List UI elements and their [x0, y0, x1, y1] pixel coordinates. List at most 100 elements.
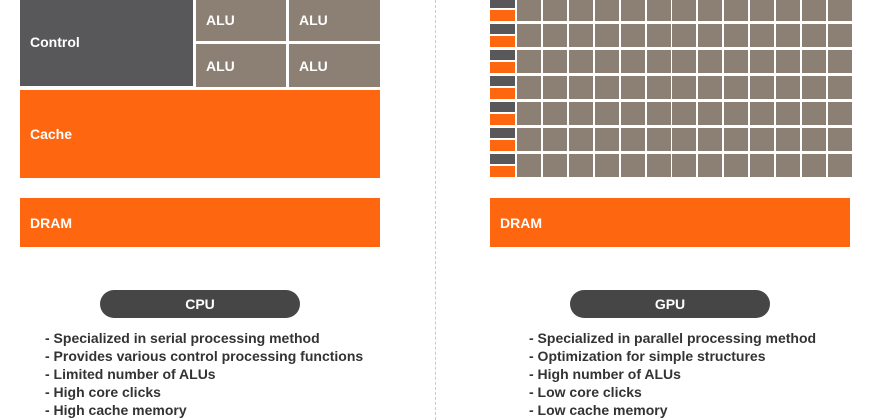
gpu-alu-cell: [620, 102, 645, 125]
gpu-control-unit: [490, 0, 515, 8]
gpu-alu-cell: [672, 102, 697, 125]
gpu-alu-cell: [568, 50, 593, 73]
gpu-alu-cell: [776, 24, 800, 47]
gpu-alu-cell: [827, 50, 852, 73]
cpu-dram-label: DRAM: [30, 214, 72, 231]
gpu-alu-cell: [620, 76, 645, 99]
gpu-alu-cell: [568, 154, 593, 177]
gpu-alu-cell: [698, 76, 723, 99]
gpu-core-grid: [490, 0, 854, 178]
gpu-alu-cell: [594, 0, 619, 21]
gpu-feature-item: - Specialized in parallel processing met…: [529, 330, 817, 346]
gpu-alu-cell: [620, 154, 645, 177]
cpu-alu-label: ALU: [299, 57, 328, 74]
cpu-alu-label: ALU: [206, 57, 235, 74]
gpu-control-unit: [490, 128, 515, 138]
gpu-cache-unit: [490, 140, 515, 151]
gpu-core-row: [490, 0, 854, 22]
cpu-alu-label: ALU: [206, 11, 235, 28]
gpu-alu-cell: [801, 0, 826, 21]
gpu-alu-cell: [620, 128, 645, 151]
gpu-alu-cell: [750, 24, 775, 47]
gpu-alu-cell: [620, 50, 645, 73]
gpu-core-row: [490, 102, 854, 126]
gpu-feature-item: - High number of ALUs: [529, 366, 681, 382]
gpu-alu-cell: [672, 24, 697, 47]
gpu-alu-cell: [698, 102, 723, 125]
gpu-alu-cell: [827, 128, 852, 151]
gpu-alu-cell: [542, 0, 567, 21]
gpu-alu-cell: [801, 102, 826, 125]
cpu-title-pill: CPU: [100, 290, 300, 318]
gpu-alu-cell: [698, 128, 723, 151]
gpu-alu-cell: [750, 76, 775, 99]
gpu-feature-list: - Specialized in parallel processing met…: [529, 329, 816, 419]
cpu-alu-block: ALU: [196, 44, 286, 87]
gpu-alu-cell: [672, 76, 697, 99]
gpu-alu-cell: [542, 50, 567, 73]
gpu-alu-cell: [646, 154, 671, 177]
gpu-alu-cell: [517, 76, 541, 99]
gpu-alu-cell: [672, 0, 697, 21]
gpu-core-row: [490, 24, 854, 48]
gpu-alu-cell: [517, 50, 541, 73]
gpu-cache-unit: [490, 62, 515, 73]
gpu-alu-cell: [698, 154, 723, 177]
gpu-cache-unit: [490, 88, 515, 99]
gpu-alu-cell: [672, 50, 697, 73]
gpu-alu-cell: [750, 102, 775, 125]
gpu-alu-cell: [646, 128, 671, 151]
gpu-alu-cell: [542, 128, 567, 151]
gpu-feature-item: - Low core clicks: [529, 384, 642, 400]
gpu-alu-cell: [776, 0, 800, 21]
cpu-alu-block: ALU: [289, 0, 380, 41]
gpu-cache-unit: [490, 10, 515, 21]
gpu-alu-cell: [542, 24, 567, 47]
cpu-feature-item: - High core clicks: [45, 384, 161, 400]
gpu-alu-cell: [517, 102, 541, 125]
cpu-control-block: Control: [20, 0, 193, 86]
gpu-alu-cell: [646, 76, 671, 99]
gpu-alu-cell: [827, 24, 852, 47]
gpu-alu-cell: [698, 24, 723, 47]
gpu-alu-cell: [568, 102, 593, 125]
gpu-control-unit: [490, 154, 515, 164]
gpu-alu-cell: [776, 128, 800, 151]
gpu-alu-cell: [646, 50, 671, 73]
center-divider: [435, 0, 436, 420]
gpu-control-unit: [490, 50, 515, 60]
cpu-feature-item: - Provides various control processing fu…: [45, 348, 364, 364]
cpu-alu-block: ALU: [196, 0, 286, 41]
cpu-control-label: Control: [30, 34, 80, 50]
gpu-alu-cell: [542, 76, 567, 99]
gpu-alu-cell: [724, 128, 749, 151]
gpu-alu-cell: [568, 0, 593, 21]
gpu-alu-cell: [724, 154, 749, 177]
gpu-alu-cell: [517, 24, 541, 47]
gpu-alu-cell: [801, 50, 826, 73]
gpu-alu-cell: [801, 24, 826, 47]
gpu-dram-block: DRAM: [490, 198, 850, 247]
cpu-feature-item: - Specialized in serial processing metho…: [45, 330, 320, 346]
gpu-feature-item: - Low cache memory: [529, 402, 668, 418]
gpu-alu-cell: [594, 154, 619, 177]
gpu-alu-cell: [724, 0, 749, 21]
gpu-alu-cell: [724, 76, 749, 99]
cpu-dram-block: DRAM: [20, 198, 380, 247]
cpu-feature-item: - Limited number of ALUs: [45, 366, 216, 382]
gpu-alu-cell: [750, 154, 775, 177]
gpu-alu-cell: [750, 128, 775, 151]
gpu-alu-cell: [724, 24, 749, 47]
gpu-alu-cell: [827, 76, 852, 99]
gpu-alu-cell: [776, 50, 800, 73]
cpu-feature-list: - Specialized in serial processing metho…: [45, 329, 363, 419]
gpu-cache-unit: [490, 166, 515, 177]
cpu-feature-item: - High cache memory: [45, 402, 187, 418]
cpu-cache-label: Cache: [30, 126, 73, 142]
gpu-alu-cell: [594, 102, 619, 125]
gpu-feature-item: - Optimization for simple structures: [529, 348, 766, 364]
gpu-alu-cell: [776, 102, 800, 125]
gpu-alu-cell: [568, 128, 593, 151]
gpu-alu-cell: [517, 0, 541, 21]
gpu-title-pill: GPU: [570, 290, 770, 318]
